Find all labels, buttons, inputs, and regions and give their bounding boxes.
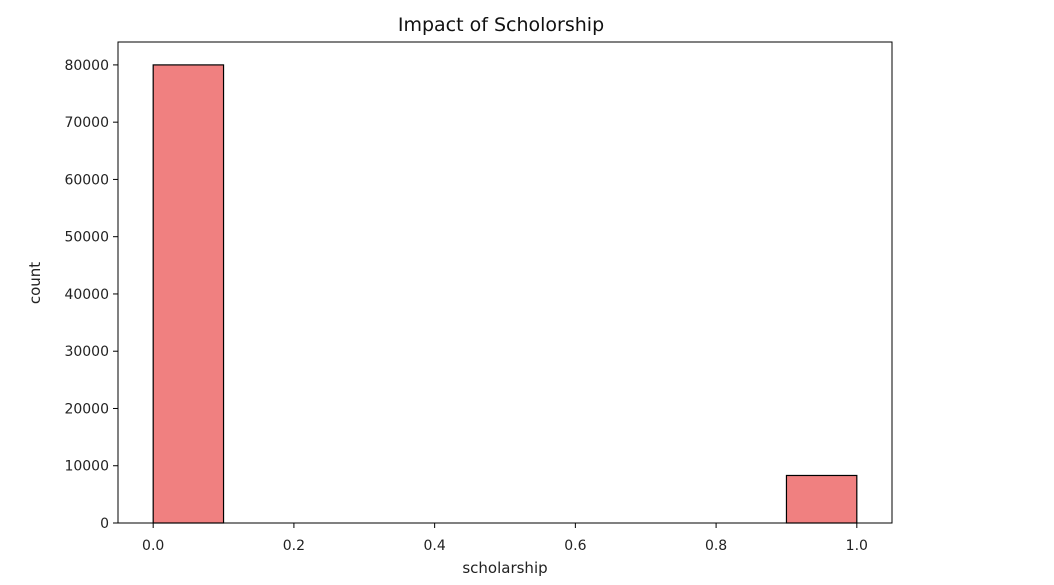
y-tick-label: 20000 xyxy=(64,401,109,417)
y-tick-label: 10000 xyxy=(64,459,109,475)
x-tick-label: 0.0 xyxy=(142,538,164,554)
plot-frame xyxy=(117,41,893,524)
x-tick-label: 0.4 xyxy=(424,538,446,554)
y-tick-label: 60000 xyxy=(64,172,109,188)
y-tick-label: 70000 xyxy=(64,115,109,131)
x-tick-label: 0.8 xyxy=(705,538,727,554)
y-tick-label: 30000 xyxy=(64,344,109,360)
x-tick-label: 0.6 xyxy=(564,538,586,554)
histogram-bar-9 xyxy=(785,474,858,524)
y-tick-label: 0 xyxy=(100,516,109,532)
y-tick-label: 40000 xyxy=(64,287,109,303)
x-tick-label: 1.0 xyxy=(846,538,868,554)
chart-title: Impact of Scholorship xyxy=(398,14,604,36)
histogram-bar-0 xyxy=(152,64,225,524)
x-axis-ticks: 0.0 0.2 0.4 0.6 0.8 1.0 xyxy=(142,523,868,554)
x-axis-label: scholarship xyxy=(462,559,547,577)
y-axis-ticks: 0 10000 20000 30000 40000 50000 60000 70000 8000… xyxy=(64,58,118,532)
y-tick-label: 50000 xyxy=(64,230,109,246)
y-tick-label: 80000 xyxy=(64,58,109,74)
y-axis-label: count xyxy=(26,262,44,304)
x-tick-label: 0.2 xyxy=(283,538,305,554)
bars-group xyxy=(152,64,858,524)
